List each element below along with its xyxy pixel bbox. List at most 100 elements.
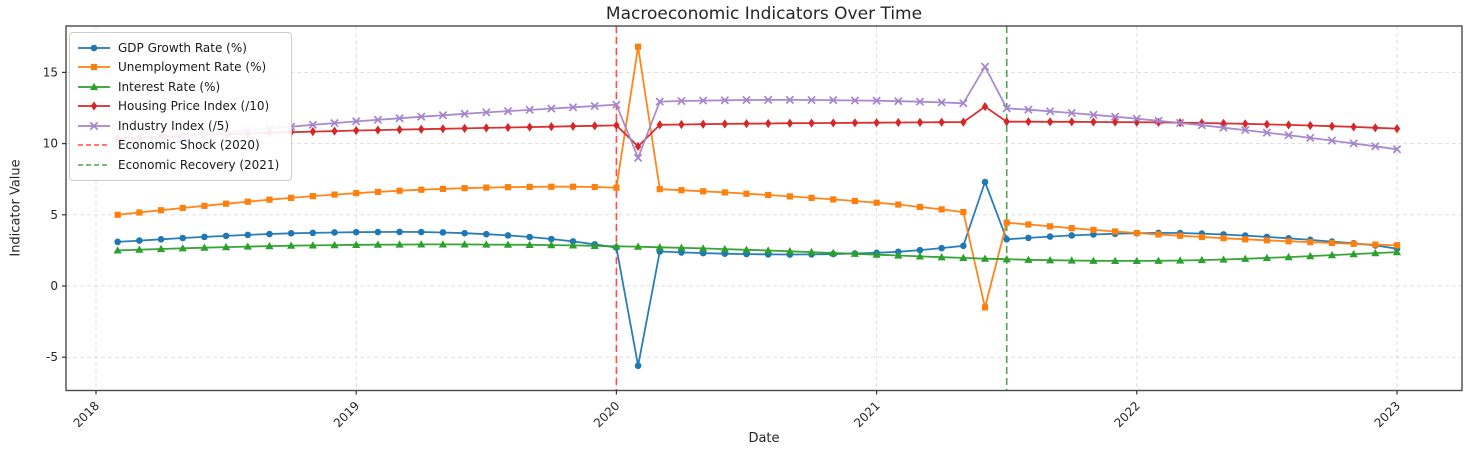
y-tick-label: -5 bbox=[46, 350, 58, 364]
triangle-marker bbox=[568, 241, 578, 249]
legend: GDP Growth Rate (%) Unemployment Rate (%)… bbox=[69, 32, 293, 181]
circle-marker bbox=[374, 228, 382, 236]
square-marker bbox=[461, 185, 468, 192]
square-marker bbox=[743, 190, 750, 197]
x-tick-label: 2022 bbox=[1111, 399, 1142, 430]
triangle-marker bbox=[1262, 253, 1271, 262]
square-marker bbox=[396, 187, 403, 194]
triangle-marker bbox=[807, 247, 816, 256]
x-marker bbox=[1241, 125, 1250, 135]
square-marker bbox=[526, 183, 533, 190]
triangle-marker bbox=[287, 241, 296, 249]
circle-marker bbox=[461, 229, 468, 237]
circle-marker bbox=[201, 233, 208, 241]
legend-label: Economic Recovery (2021) bbox=[118, 157, 280, 172]
x-marker bbox=[872, 96, 881, 105]
diamond-marker bbox=[1068, 117, 1075, 127]
diamond-marker bbox=[331, 126, 338, 136]
legend-item-housing-price-index-10: Housing Price Index (/10) bbox=[77, 97, 279, 117]
x-tick-label: 2023 bbox=[1372, 399, 1403, 430]
chart-title: Macroeconomic Indicators Over Time bbox=[605, 4, 923, 24]
legend-label: Industry Index (/5) bbox=[118, 118, 230, 133]
x-marker bbox=[698, 96, 708, 105]
diamond-marker bbox=[1328, 121, 1336, 131]
triangle-marker bbox=[460, 240, 469, 248]
diamond-marker bbox=[504, 122, 512, 133]
diamond-marker bbox=[721, 119, 729, 129]
legend-item-economic-shock-2020: Economic Shock (2020) bbox=[77, 136, 279, 156]
triangle-marker bbox=[850, 249, 860, 257]
x-marker bbox=[351, 117, 361, 126]
circle-marker bbox=[960, 242, 967, 250]
diamond-marker bbox=[851, 118, 859, 128]
series-line-interest-rate bbox=[117, 243, 1398, 262]
triangle-marker bbox=[699, 244, 708, 252]
triangle-marker bbox=[482, 240, 491, 248]
square-marker bbox=[114, 211, 121, 218]
triangle-marker bbox=[178, 244, 187, 252]
x-tick-label: 2018 bbox=[71, 399, 102, 430]
series-line-industry-index-5 bbox=[117, 65, 1398, 159]
triangle-marker bbox=[1284, 252, 1293, 261]
triangle-marker bbox=[352, 240, 361, 248]
x-marker bbox=[89, 121, 99, 130]
circle-marker bbox=[136, 237, 143, 244]
x-marker bbox=[1045, 107, 1055, 116]
x-marker bbox=[720, 96, 730, 105]
legend-glyph bbox=[78, 44, 110, 52]
triangle-marker bbox=[1349, 249, 1358, 258]
square-marker bbox=[1112, 228, 1119, 235]
triangle-marker bbox=[1132, 256, 1141, 265]
square-marker bbox=[1068, 225, 1075, 232]
square-marker bbox=[1003, 219, 1010, 226]
triangle-marker bbox=[222, 242, 231, 251]
triangle-marker bbox=[937, 253, 946, 261]
legend-label: Unemployment Rate (%) bbox=[118, 60, 267, 75]
x-marker bbox=[937, 98, 946, 107]
square-marker bbox=[1350, 240, 1357, 247]
y-tick-label: 5 bbox=[50, 208, 58, 222]
x-marker bbox=[980, 62, 990, 71]
diamond-marker bbox=[374, 125, 382, 135]
diamond-marker bbox=[938, 117, 945, 127]
circle-marker bbox=[90, 44, 98, 52]
series-line-housing-price-index-10 bbox=[117, 105, 1398, 148]
triangle-marker bbox=[1045, 256, 1055, 264]
square-marker bbox=[439, 185, 447, 192]
diamond-marker bbox=[743, 119, 750, 129]
legend-glyph bbox=[78, 82, 110, 90]
x-marker bbox=[1067, 108, 1076, 118]
diamond-marker bbox=[981, 101, 989, 112]
x-marker bbox=[438, 111, 448, 120]
triangle-marker bbox=[503, 240, 513, 248]
square-marker bbox=[873, 199, 880, 206]
square-marker bbox=[765, 191, 772, 199]
circle-marker bbox=[981, 178, 989, 186]
y-tick-label: 10 bbox=[43, 137, 58, 151]
x-tick-label: 2019 bbox=[331, 399, 362, 430]
circle-marker bbox=[396, 228, 403, 236]
triangle-marker bbox=[1241, 254, 1250, 262]
x-marker bbox=[1371, 142, 1380, 151]
triangle-marker bbox=[633, 242, 643, 250]
circle-marker bbox=[1068, 232, 1076, 239]
square-marker bbox=[851, 197, 859, 205]
x-marker bbox=[482, 108, 491, 117]
triangle-marker bbox=[764, 246, 773, 254]
x-marker bbox=[1197, 121, 1207, 130]
triangle-marker bbox=[655, 243, 664, 251]
square-marker bbox=[916, 203, 924, 211]
triangle-marker bbox=[1219, 255, 1228, 263]
triangle-marker bbox=[612, 242, 621, 250]
triangle-marker bbox=[1111, 256, 1120, 265]
legend-label: Economic Shock (2020) bbox=[118, 138, 260, 153]
triangle-marker bbox=[1392, 247, 1402, 256]
square-marker bbox=[895, 201, 902, 208]
diamond-marker bbox=[1242, 119, 1249, 129]
x-marker bbox=[395, 114, 404, 123]
x-marker bbox=[677, 96, 686, 106]
circle-marker bbox=[222, 232, 230, 240]
triangle-marker bbox=[395, 240, 404, 248]
diamond-marker bbox=[895, 117, 902, 128]
diamond-marker bbox=[960, 117, 967, 127]
